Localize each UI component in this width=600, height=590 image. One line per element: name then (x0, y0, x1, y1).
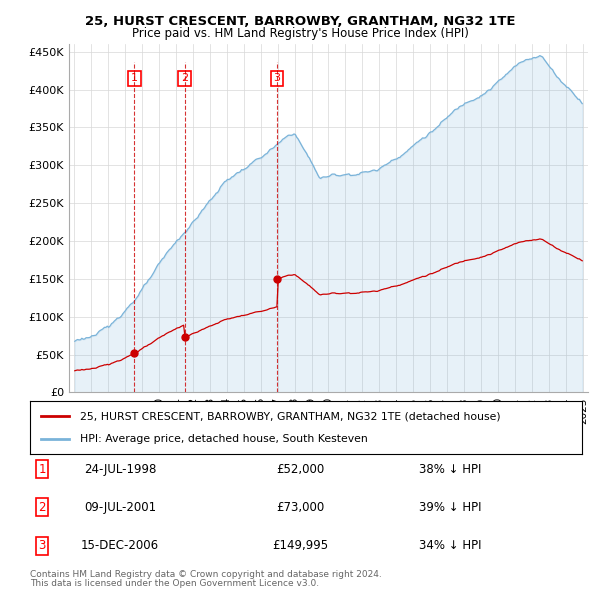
Text: 1: 1 (131, 73, 138, 83)
Text: This data is licensed under the Open Government Licence v3.0.: This data is licensed under the Open Gov… (30, 579, 319, 588)
Text: 2: 2 (38, 501, 46, 514)
Text: 3: 3 (38, 539, 46, 552)
Text: 25, HURST CRESCENT, BARROWBY, GRANTHAM, NG32 1TE: 25, HURST CRESCENT, BARROWBY, GRANTHAM, … (85, 15, 515, 28)
Text: Contains HM Land Registry data © Crown copyright and database right 2024.: Contains HM Land Registry data © Crown c… (30, 571, 382, 579)
Text: HPI: Average price, detached house, South Kesteven: HPI: Average price, detached house, Sout… (80, 434, 367, 444)
Text: £52,000: £52,000 (276, 463, 324, 476)
Text: 39% ↓ HPI: 39% ↓ HPI (419, 501, 481, 514)
Text: 24-JUL-1998: 24-JUL-1998 (84, 463, 156, 476)
Text: 38% ↓ HPI: 38% ↓ HPI (419, 463, 481, 476)
Text: 1: 1 (38, 463, 46, 476)
Text: £149,995: £149,995 (272, 539, 328, 552)
Text: Price paid vs. HM Land Registry's House Price Index (HPI): Price paid vs. HM Land Registry's House … (131, 27, 469, 40)
Text: 09-JUL-2001: 09-JUL-2001 (84, 501, 156, 514)
Text: 15-DEC-2006: 15-DEC-2006 (81, 539, 159, 552)
Text: 2: 2 (181, 73, 188, 83)
Text: 25, HURST CRESCENT, BARROWBY, GRANTHAM, NG32 1TE (detached house): 25, HURST CRESCENT, BARROWBY, GRANTHAM, … (80, 411, 500, 421)
Text: 34% ↓ HPI: 34% ↓ HPI (419, 539, 481, 552)
Text: £73,000: £73,000 (276, 501, 324, 514)
Text: 3: 3 (274, 73, 280, 83)
